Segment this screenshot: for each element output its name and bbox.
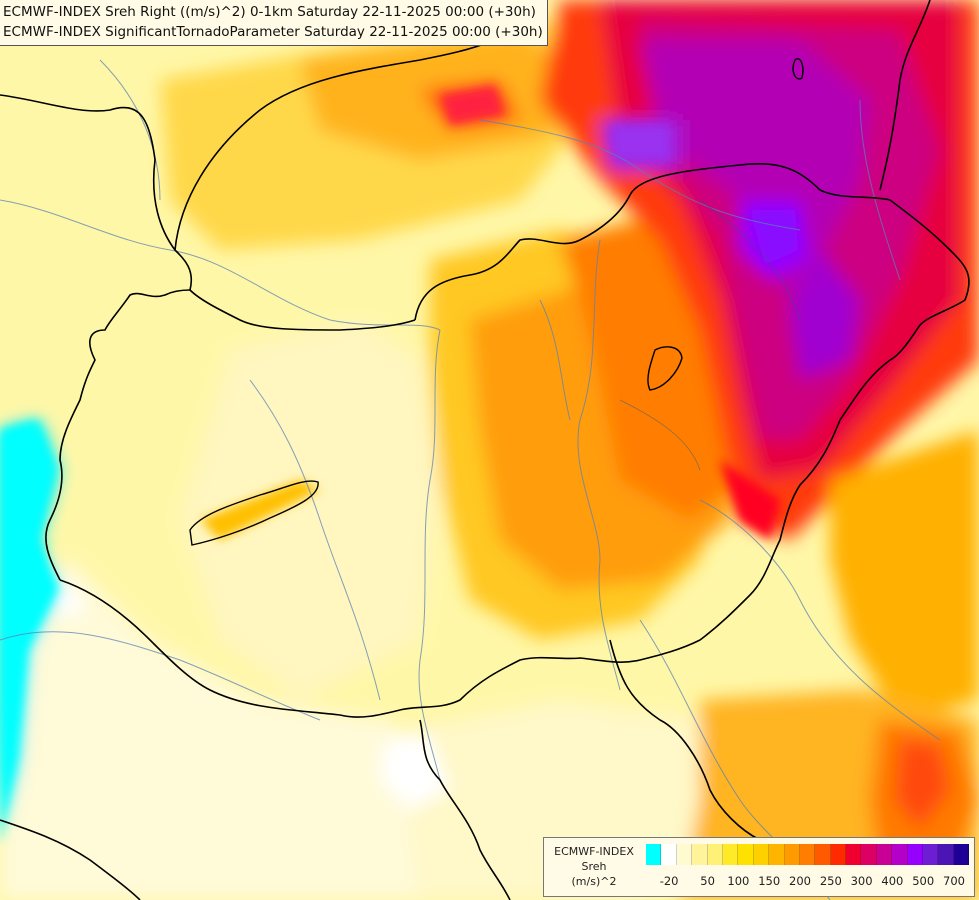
- legend-swatch: [953, 844, 970, 865]
- legend-variable: Sreh: [581, 860, 607, 873]
- legend-colorbar: [646, 844, 970, 865]
- legend-tick-label: 700: [943, 874, 965, 888]
- legend-swatch: [722, 844, 739, 865]
- legend-swatch: [799, 844, 816, 865]
- sreh-field-detail: [0, 85, 798, 845]
- legend-tick-label: 200: [789, 874, 811, 888]
- legend-source: ECMWF-INDEX: [554, 845, 634, 858]
- legend-swatch: [784, 844, 800, 865]
- lake-balaton: [189, 480, 319, 546]
- title-line-stp: ECMWF-INDEX SignificantTornadoParameter …: [3, 24, 543, 40]
- legend-tick-label: 150: [758, 874, 781, 888]
- legend-swatch: [661, 844, 677, 865]
- legend-tick-label: -20: [659, 874, 679, 888]
- legend-swatch: [938, 844, 954, 865]
- legend-tick-label: 250: [819, 874, 842, 888]
- legend-tick-label: 50: [700, 874, 715, 888]
- legend-tick-labels: -20 50 100 150 200 250 300 400 500 700: [646, 874, 968, 890]
- legend-swatch: [907, 844, 924, 865]
- legend-swatch: [769, 844, 785, 865]
- legend-swatch: [861, 844, 877, 865]
- legend-swatch: [923, 844, 939, 865]
- legend-tick-label: 500: [912, 874, 935, 888]
- title-line-sreh: ECMWF-INDEX Sreh Right ((m/s)^2) 0-1km S…: [3, 4, 536, 20]
- legend-swatch: [830, 844, 847, 865]
- colorbar-legend: ECMWF-INDEX Sreh (m/s)^2 -20 50 100 150 200 2…: [543, 837, 975, 897]
- stp-contours: [619, 199, 801, 471]
- legend-swatch: [815, 844, 831, 865]
- legend-swatch: [692, 844, 708, 865]
- legend-swatch: [846, 844, 862, 865]
- legend-unit: (m/s)^2: [571, 875, 617, 888]
- legend-tick-label: 400: [881, 874, 904, 888]
- map-title-box: ECMWF-INDEX Sreh Right ((m/s)^2) 0-1km S…: [0, 0, 548, 46]
- lakes: [189, 58, 804, 546]
- legend-swatch: [676, 844, 693, 865]
- legend-title: ECMWF-INDEX Sreh (m/s)^2: [548, 844, 640, 889]
- legend-swatch: [707, 844, 723, 865]
- legend-swatch: [646, 844, 662, 865]
- legend-swatch: [753, 844, 770, 865]
- legend-swatch: [876, 844, 893, 865]
- legend-tick-label: 300: [850, 874, 873, 888]
- legend-swatch: [892, 844, 908, 865]
- legend-tick-label: 100: [727, 874, 750, 888]
- legend-swatch: [738, 844, 754, 865]
